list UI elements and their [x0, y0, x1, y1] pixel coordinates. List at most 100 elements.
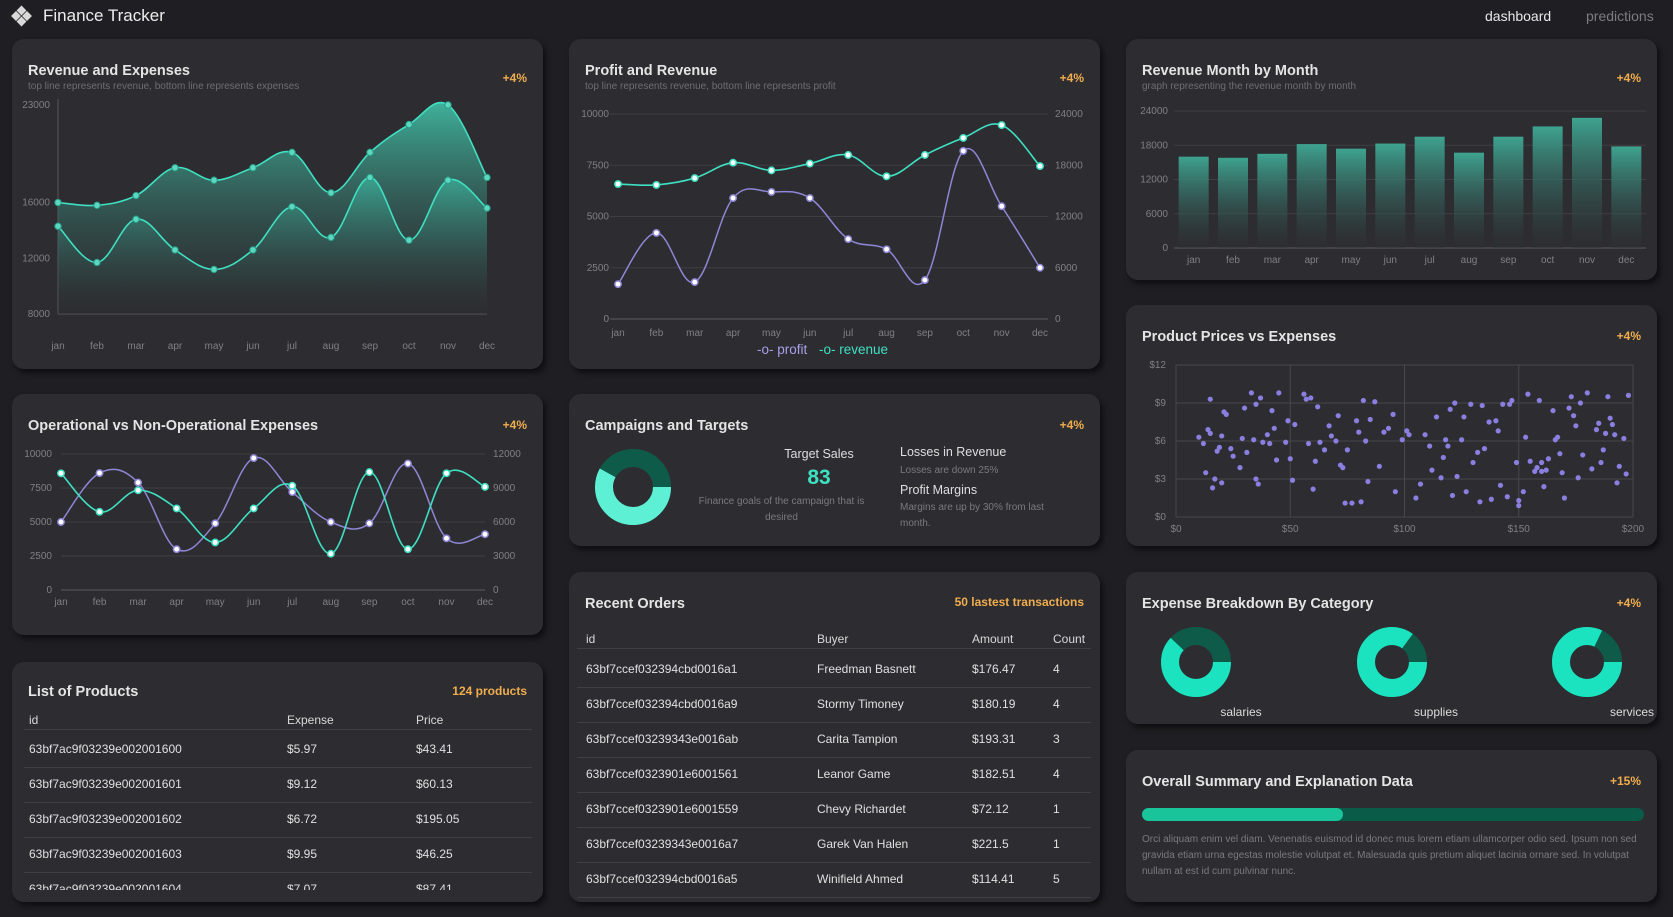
- header-divider: [24, 729, 532, 730]
- target-sales-value: 83: [807, 466, 831, 489]
- y-right-tick-label: 0: [493, 585, 499, 596]
- bar-nov: [1572, 117, 1602, 248]
- scatter-point: [1596, 420, 1602, 426]
- scatter-point: [1568, 394, 1574, 400]
- scatter-point: [1315, 404, 1321, 410]
- y-right-tick-label: 12000: [1055, 212, 1083, 223]
- products-table: id Expense Price 63bf7ac9f03239e002001600 $5…: [12, 662, 543, 890]
- series-area: [58, 177, 487, 314]
- table-cell-buyer: Freedman Basnett: [817, 662, 916, 676]
- y-right-tick-label: 0: [1055, 314, 1061, 325]
- nav-dashboard-link[interactable]: dashboard: [1485, 8, 1552, 24]
- data-point: [405, 236, 413, 244]
- data-point: [327, 189, 335, 197]
- revenue-point: [805, 159, 814, 168]
- profit-point: [959, 146, 968, 155]
- column-header-id[interactable]: id: [586, 632, 596, 646]
- table-cell-id: 63bf7ccef032394cbd0016a1: [586, 662, 738, 676]
- x-tick-label: mar: [1264, 255, 1282, 266]
- scatter-point: [1475, 449, 1481, 455]
- scatter-point: [1356, 429, 1362, 435]
- bar-aug: [1454, 152, 1484, 248]
- scatter-point: [1488, 496, 1494, 502]
- table-cell-amount: $193.31: [972, 732, 1016, 746]
- campaigns-card: Campaigns and Targets +4% Target Sales 8…: [569, 394, 1100, 546]
- orders-card: Recent Orders 50 lastest transactions id…: [569, 572, 1100, 902]
- scatter-point: [1452, 400, 1458, 406]
- bar-jul: [1414, 136, 1445, 248]
- column-header-id[interactable]: id: [29, 713, 39, 727]
- scatter-point: [1445, 443, 1451, 449]
- profit-point: [997, 202, 1006, 211]
- scatter-point: [1513, 459, 1520, 466]
- scatter-point: [1381, 429, 1387, 435]
- scatter-point: [1358, 499, 1364, 505]
- bar-jan: [1178, 156, 1209, 248]
- scatter-point: [1493, 418, 1499, 424]
- revenue-month-bar-chart: 0 6000 12000 18000 24000 jan feb mar apr may jun ju…: [1140, 106, 1646, 266]
- table-cell-buyer: Leanor Game: [817, 767, 891, 781]
- summary-progress-fill: [1142, 808, 1343, 821]
- legend-revenue[interactable]: -o- revenue: [819, 342, 888, 357]
- data-point: [54, 198, 62, 207]
- table-cell-amount: $176.47: [972, 662, 1016, 676]
- scatter-point: [1253, 401, 1259, 407]
- target-sales-description: Finance goals of the campaign that is de…: [698, 496, 865, 523]
- legend-profit-label: profit: [777, 342, 808, 357]
- column-header-buyer[interactable]: Buyer: [817, 632, 849, 646]
- scatter-point: [1248, 390, 1255, 396]
- profit-point: [729, 194, 738, 203]
- bar-jun: [1375, 143, 1406, 248]
- table-cell-id: 63bf7ccef03239343e0016ab: [586, 732, 739, 746]
- x-tick-label: feb: [1226, 255, 1240, 266]
- column-header-price[interactable]: Price: [416, 713, 444, 727]
- scatter-point: [1230, 453, 1236, 459]
- scatter-point: [1251, 437, 1257, 443]
- scatter-point: [1612, 432, 1618, 438]
- profit-point: [614, 280, 622, 289]
- y-tick-label: 0: [1162, 243, 1168, 254]
- scatter-point: [1335, 413, 1341, 419]
- column-header-expense[interactable]: Expense: [287, 713, 334, 727]
- scatter-point: [1310, 486, 1316, 492]
- y-left-tick-label: 5000: [587, 212, 610, 223]
- revenue-point: [882, 172, 891, 181]
- table-cell-id: 63bf7ccef0323901e6001561: [586, 767, 739, 781]
- card-title: Campaigns and Targets: [585, 418, 749, 434]
- donut-label-services: services: [1609, 705, 1654, 719]
- scatter-point: [1344, 447, 1350, 453]
- scatter-point: [1244, 449, 1250, 455]
- revenue-point: [767, 166, 776, 175]
- scatter-point: [1561, 495, 1568, 501]
- column-header-amount[interactable]: Amount: [972, 632, 1014, 646]
- data-point: [483, 204, 491, 212]
- series-a-point: [403, 459, 412, 468]
- x-tick-label: may: [206, 597, 225, 608]
- table-cell-count: 1: [1053, 802, 1060, 816]
- scatter-point: [1255, 481, 1261, 487]
- margins-description: Margins are up by 30% from last month.: [900, 502, 1044, 529]
- data-point: [327, 233, 335, 242]
- table-cell-amount: $221.5: [972, 837, 1009, 851]
- nav-predictions-link[interactable]: predictions: [1586, 8, 1654, 24]
- legend-profit[interactable]: -o- profit: [757, 342, 807, 357]
- table-cell-id: 63bf7ccef0323901e6001559: [586, 802, 739, 816]
- column-header-count[interactable]: Count: [1053, 632, 1086, 646]
- x-tick-label: dec: [479, 341, 495, 352]
- x-tick-label: jun: [245, 341, 259, 352]
- y-left-tick-label: 7500: [587, 160, 610, 171]
- series-a-point: [442, 534, 451, 543]
- scatter-point: [1392, 489, 1398, 495]
- x-tick-label: aug: [1461, 255, 1478, 266]
- scatter-point: [1257, 395, 1264, 401]
- series-a-point: [95, 469, 104, 477]
- y-left-tick-label: 10000: [581, 109, 609, 120]
- x-tick-label: mar: [129, 597, 147, 608]
- operational-expenses-card: Operational vs Non-Operational Expenses …: [12, 394, 543, 635]
- data-point: [249, 164, 257, 172]
- scatter-point: [1305, 440, 1312, 447]
- card-title: Expense Breakdown By Category: [1142, 596, 1374, 612]
- summary-card: Overall Summary and Explanation Data +15…: [1126, 750, 1657, 902]
- scatter-point: [1228, 446, 1234, 452]
- revenue-point: [844, 151, 853, 159]
